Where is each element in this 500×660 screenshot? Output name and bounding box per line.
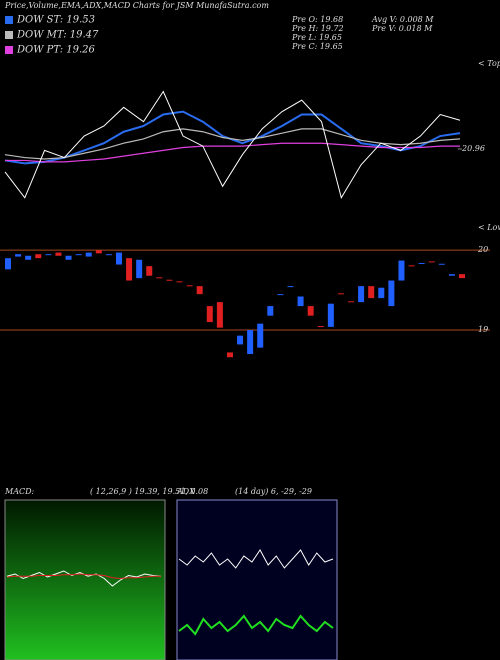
info-label: Pre O: 19.68 — [291, 15, 343, 24]
candle-body — [65, 255, 72, 260]
candle-body — [277, 294, 284, 296]
line — [4, 110, 461, 165]
info-label: Pre C: 19.65 — [291, 42, 343, 51]
line — [6, 573, 161, 580]
line — [5, 142, 460, 163]
legend-label: DOW MT: 19.47 — [16, 30, 99, 41]
candle-body — [327, 303, 334, 327]
candle-body — [186, 285, 193, 287]
legend-swatch — [5, 16, 13, 24]
annotation: < Tops — [478, 59, 500, 68]
candle-body — [418, 262, 425, 264]
candle-body — [226, 352, 233, 358]
candle-body — [247, 330, 254, 355]
candle-body — [85, 252, 92, 257]
candle-body — [136, 259, 143, 279]
info-label: Pre V: 0.018 M — [371, 24, 433, 33]
info-label: Pre H: 19.72 — [291, 24, 344, 33]
candle-body — [398, 260, 405, 281]
candle-body — [459, 274, 465, 279]
candle-body — [166, 279, 173, 281]
candle-body — [55, 252, 62, 256]
legend-swatch — [5, 46, 13, 54]
macd-params: ( 12,26,9 ) 19.39, 19.51, 0.08 — [90, 487, 208, 496]
candle-body — [105, 254, 112, 256]
candle-body — [196, 286, 203, 295]
candle-body — [358, 286, 365, 303]
candle-body — [35, 254, 42, 259]
candle-body — [146, 266, 153, 276]
line — [4, 128, 461, 160]
y-tick-label: 20 — [477, 245, 488, 254]
candle-body — [348, 301, 355, 303]
y-tick-label: 19 — [478, 325, 488, 334]
candle-body — [257, 323, 264, 348]
candle-body — [75, 254, 82, 256]
candle-body — [45, 254, 52, 256]
candle-body — [448, 274, 455, 276]
adx-panel — [176, 499, 338, 660]
line — [178, 614, 334, 636]
candle-body — [297, 296, 304, 307]
candle-body — [95, 250, 102, 254]
candle-body — [237, 335, 244, 345]
legend-label: DOW PT: 19.26 — [16, 45, 96, 56]
candle-body — [337, 293, 344, 295]
candle-body — [216, 302, 223, 328]
line — [178, 549, 334, 569]
candle-body — [428, 261, 435, 263]
legend-swatch — [5, 31, 13, 39]
candle-body — [115, 252, 122, 265]
candle-body — [307, 306, 314, 316]
chart-title: Price,Volume,EMA,ADX,MACD Charts for JSM… — [4, 1, 269, 10]
line — [4, 90, 461, 200]
candle-body — [317, 326, 324, 328]
y-tick-label: 20.96 — [461, 144, 485, 153]
candle-body — [408, 265, 415, 267]
candle-body — [25, 255, 32, 260]
candle-body — [287, 286, 294, 288]
info-label: Pre L: 19.65 — [291, 33, 342, 42]
candle-body — [15, 254, 22, 257]
candle-body — [126, 258, 133, 281]
macd-title: MACD: — [4, 487, 35, 496]
macd-panel — [4, 499, 166, 660]
info-label: Avg V: 0.008 M — [371, 15, 434, 24]
candle-body — [267, 306, 274, 316]
adx-title: ADX — [176, 487, 195, 496]
candle-body — [388, 280, 395, 307]
annotation: < Lows — [478, 223, 500, 232]
candle-body — [156, 277, 163, 279]
legend-label: DOW ST: 19.53 — [16, 15, 95, 26]
candle-body — [206, 306, 213, 323]
candle-body — [5, 258, 11, 270]
candle-body — [368, 286, 375, 299]
candle-body — [378, 287, 385, 299]
adx-params: (14 day) 6, -29, -29 — [235, 487, 312, 496]
candle-body — [438, 263, 445, 265]
candle-body — [176, 281, 183, 283]
